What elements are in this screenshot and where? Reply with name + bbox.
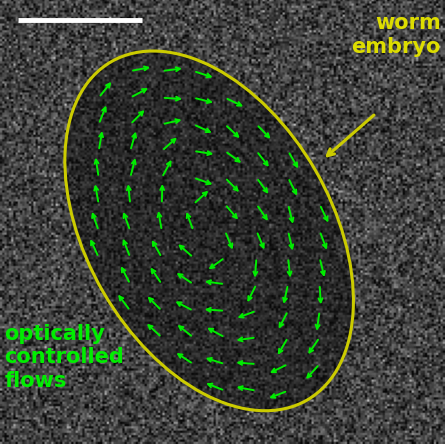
Text: worm
embryo: worm embryo (351, 13, 441, 56)
Text: optically
controlled
flows: optically controlled flows (4, 324, 124, 391)
Ellipse shape (65, 51, 353, 411)
